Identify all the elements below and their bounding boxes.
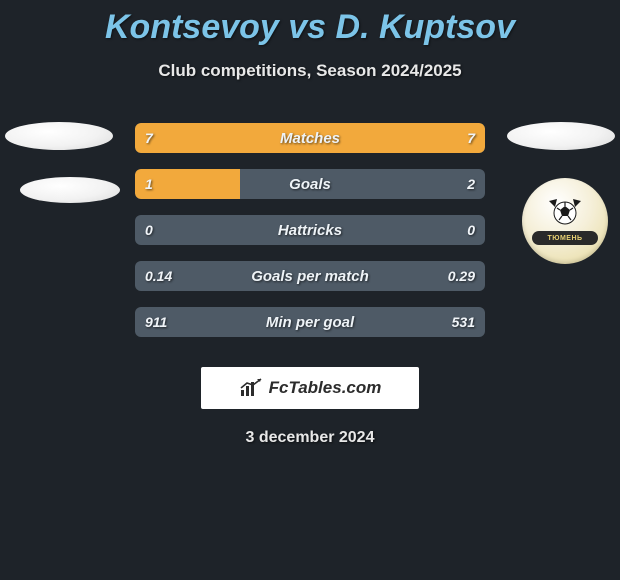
page-title: Kontsevoy vs D. Kuptsov [0, 0, 620, 47]
crest-ball-icon [543, 197, 587, 229]
stat-row: 7Matches7 [135, 123, 485, 153]
player-left-photo-top [5, 122, 113, 150]
stat-row: 0Hattricks0 [135, 215, 485, 245]
subtitle: Club competitions, Season 2024/2025 [0, 61, 620, 81]
branding-badge: FcTables.com [201, 367, 419, 409]
stat-label: Goals per match [135, 261, 485, 291]
club-crest: ТЮМЕНЬ [522, 178, 608, 264]
stat-label: Goals [135, 169, 485, 199]
branding-chart-icon [239, 378, 263, 398]
stat-value-right: 531 [452, 307, 475, 337]
player-left-photo-bottom [20, 177, 120, 203]
stat-label: Min per goal [135, 307, 485, 337]
stat-value-right: 0 [467, 215, 475, 245]
branding-text: FcTables.com [269, 378, 382, 398]
stat-row: 0.14Goals per match0.29 [135, 261, 485, 291]
date-text: 3 december 2024 [0, 429, 620, 447]
stat-label: Hattricks [135, 215, 485, 245]
stat-value-right: 2 [467, 169, 475, 199]
stat-row: 911Min per goal531 [135, 307, 485, 337]
stat-value-right: 7 [467, 123, 475, 153]
stat-value-right: 0.29 [448, 261, 475, 291]
stat-label: Matches [135, 123, 485, 153]
stat-row: 1Goals2 [135, 169, 485, 199]
comparison-chart: 7Matches7 1Goals2 0Hattricks0 0.14Goals per… [135, 123, 485, 337]
player-right-photo-top [507, 122, 615, 150]
crest-banner-text: ТЮМЕНЬ [532, 231, 598, 245]
